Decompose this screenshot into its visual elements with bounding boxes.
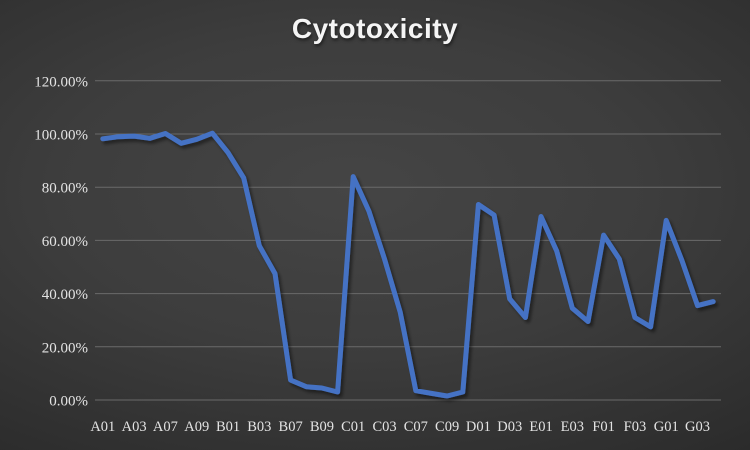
x-axis-tick-label: G03 — [685, 419, 710, 435]
chart-title: Cytotoxicity — [291, 13, 459, 44]
series-line-group — [100, 130, 716, 399]
x-axis-tick-label: C03 — [372, 419, 396, 435]
y-axis-labels: 0.00% 20.00% 40.00% 60.00% 80.00% 100.00% 120.… — [34, 74, 88, 409]
x-axis-tick-label: A03 — [122, 419, 147, 435]
x-axis-tick-label: G01 — [654, 419, 679, 435]
y-axis-tick-label: 120.00% — [34, 74, 88, 90]
x-axis-tick-label: B03 — [247, 419, 271, 435]
x-axis-tick-label: E01 — [529, 419, 552, 435]
x-axis-tick-label: A01 — [90, 419, 115, 435]
y-axis-tick-label: 100.00% — [34, 128, 88, 144]
x-axis-tick-label: F01 — [592, 419, 615, 435]
x-axis-tick-label: A07 — [153, 419, 178, 435]
y-axis-tick-label: 80.00% — [42, 181, 88, 197]
x-axis-tick-label: C09 — [435, 419, 459, 435]
y-axis-tick-label: 20.00% — [42, 340, 88, 356]
x-axis-tick-label: B01 — [216, 419, 240, 435]
x-axis-tick-label: F03 — [624, 419, 647, 435]
x-axis-tick-label: D01 — [466, 419, 491, 435]
x-axis-labels: A01 A03 A07 A09 B01 B03 B07 B09 C01 C03 C07 C09 D01 D… — [90, 419, 710, 435]
x-axis-tick-label: E03 — [561, 419, 584, 435]
series-line — [100, 130, 716, 399]
x-axis-tick-label: D03 — [497, 419, 522, 435]
y-axis-tick-label: 60.00% — [42, 234, 88, 250]
y-axis-tick-label: 0.00% — [49, 394, 88, 410]
x-axis-tick-label: B09 — [310, 419, 334, 435]
y-axis-tick-label: 40.00% — [42, 287, 88, 303]
x-axis-tick-label: A09 — [184, 419, 209, 435]
x-axis-tick-label: C07 — [404, 419, 428, 435]
x-axis-tick-label: C01 — [341, 419, 365, 435]
x-axis-tick-label: B07 — [279, 419, 303, 435]
